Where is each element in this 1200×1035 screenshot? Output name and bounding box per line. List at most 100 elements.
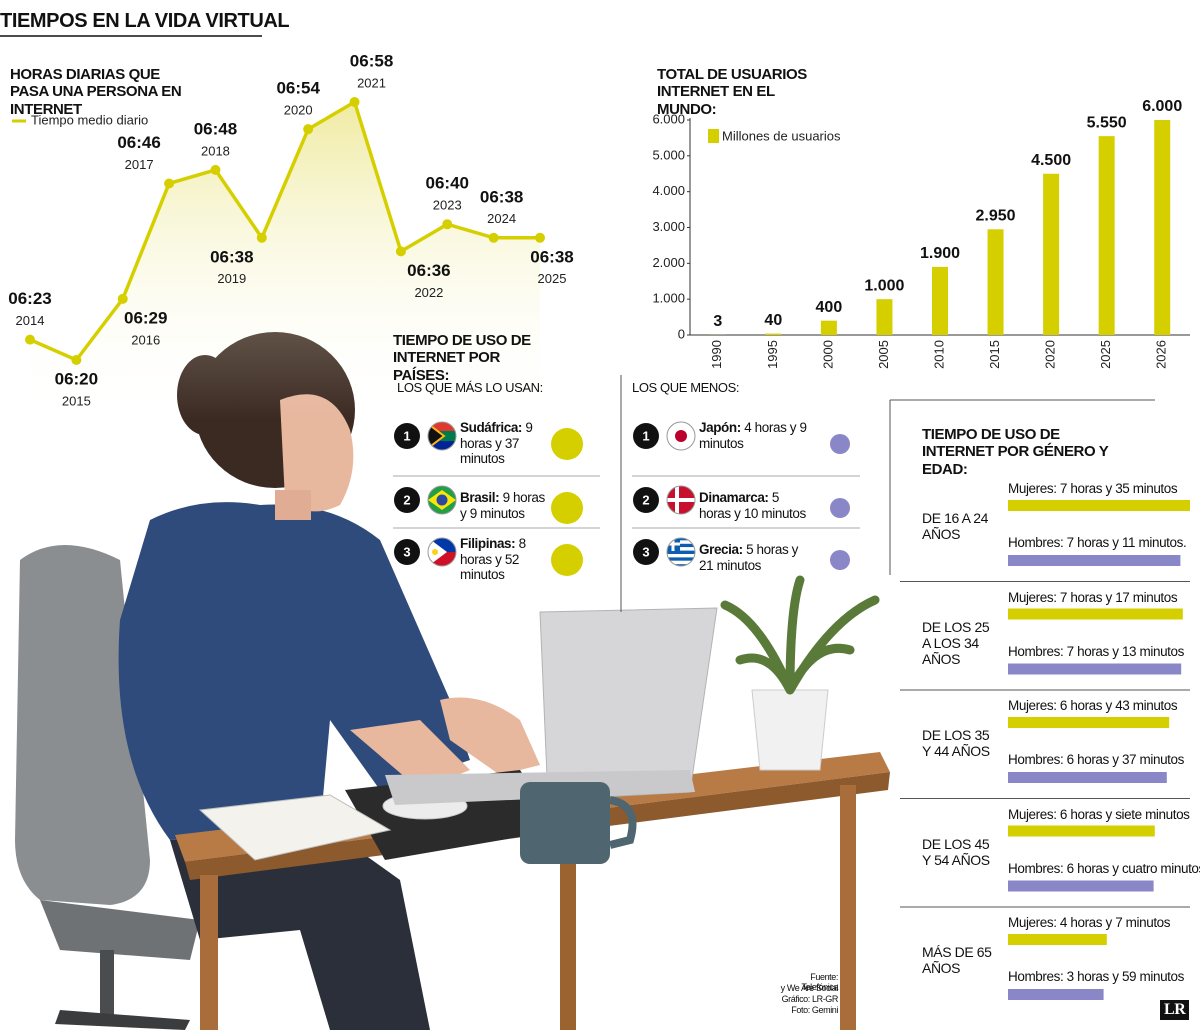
country-time: 8 horas y 52 minutos	[460, 536, 526, 583]
y-tick-label: 1.000	[652, 291, 685, 306]
x-tick-label: 2005	[876, 340, 891, 369]
bar	[876, 299, 893, 335]
rank-badge	[394, 487, 420, 513]
x-tick-label: 2010	[931, 340, 946, 369]
country-dot	[830, 550, 850, 570]
rank-badge	[394, 539, 420, 565]
country-entry: Japón: 4 horas y 9 minutos	[699, 420, 811, 451]
point	[488, 232, 499, 243]
bar	[1008, 880, 1154, 892]
value-label: 06:48	[194, 119, 237, 138]
x-tick-label: 2020	[1043, 340, 1058, 369]
logo: LR	[1160, 1000, 1190, 1021]
x-tick-label: 2015	[987, 340, 1002, 369]
group-label: DE LOS 45 Y 54 AÑOS	[922, 835, 990, 868]
x-tick-label: 2022	[414, 285, 443, 300]
bar-chart-title: TOTAL DE USUARIOS INTERNET EN EL MUNDO:	[657, 66, 807, 118]
group-label: DE 16 A 24 AÑOS	[922, 510, 989, 543]
country-time: 5 horas y 21 minutos	[699, 542, 799, 573]
point	[210, 164, 221, 175]
flag-part	[436, 494, 448, 506]
x-tick-label: 2025	[538, 271, 567, 286]
flag	[428, 422, 456, 450]
flag-part	[667, 540, 695, 544]
bar-label: Hombres: 7 horas y 13 minutos	[1008, 643, 1184, 659]
bar	[820, 320, 837, 335]
bar	[1098, 136, 1115, 335]
flag-ring	[427, 537, 457, 567]
x-tick-label: 2025	[1098, 340, 1113, 369]
value-label: 06:38	[530, 247, 573, 266]
country-dot	[551, 492, 583, 524]
bar-label: Mujeres: 7 horas y 17 minutos	[1008, 589, 1178, 605]
x-tick-label: 2026	[1154, 340, 1169, 369]
rank: 1	[642, 428, 649, 443]
group-label: DE LOS 35 Y 44 AÑOS	[922, 727, 990, 760]
x-tick-label: 2021	[357, 75, 386, 90]
flag-part	[428, 441, 456, 450]
flag-ring	[666, 421, 696, 451]
flag-part	[667, 547, 695, 551]
x-tick-label: 2017	[125, 157, 154, 172]
point	[303, 124, 314, 135]
flag-part	[667, 560, 695, 565]
country-dot	[830, 434, 850, 454]
rank-badge	[633, 487, 659, 513]
value-label: 06:38	[480, 187, 523, 206]
bar	[1008, 500, 1190, 511]
source-line: Fuente: Telefónica	[801, 972, 838, 993]
flag-part	[428, 422, 456, 431]
x-tick-label: 2016	[131, 332, 160, 347]
line-chart-title: HORAS DIARIAS QUE PASA UNA PERSONA EN IN…	[10, 66, 182, 118]
flag-part	[667, 554, 695, 558]
x-tick-label: 2024	[487, 211, 516, 226]
bar	[1043, 173, 1060, 335]
country-entry: Dinamarca: 5 horas y 10 minutos	[699, 490, 811, 521]
x-tick-label: 2023	[433, 198, 462, 213]
country-dot	[551, 428, 583, 460]
point	[164, 178, 175, 189]
x-tick-label: 1990	[709, 340, 724, 369]
flag-part	[667, 557, 695, 561]
line	[29, 99, 540, 363]
y-tick-label: 0	[678, 326, 685, 341]
bar	[1008, 772, 1167, 783]
y-tick-label: 2.000	[652, 255, 685, 270]
country-name: Brasil:	[460, 490, 500, 505]
point	[442, 219, 453, 230]
value-label: 06:58	[350, 51, 393, 70]
bar	[1008, 608, 1183, 620]
point	[256, 232, 267, 243]
y-tick-label: 5.000	[652, 147, 685, 162]
legend-label: Tiempo medio diario	[31, 112, 148, 127]
flag-part	[667, 564, 695, 566]
flag-ring	[427, 421, 457, 451]
flag	[428, 486, 456, 514]
country-dot	[830, 498, 850, 518]
flag	[667, 486, 695, 514]
most-label: LOS QUE MÁS LO USAN:	[397, 380, 543, 395]
value-label: 2.950	[976, 208, 1016, 225]
rank: 2	[642, 492, 649, 507]
country-time: 9 horas y 37 minutos	[460, 420, 533, 467]
value-label: 06:20	[55, 369, 98, 388]
flag-part	[667, 543, 695, 548]
country-time: 5 horas y 10 minutos	[699, 490, 806, 521]
hbar-chart-title: TIEMPO DE USO DE INTERNET POR GÉNERO Y E…	[922, 426, 1109, 478]
bar	[1008, 555, 1181, 566]
x-tick-label: 2000	[820, 340, 835, 369]
flag-part	[667, 550, 695, 554]
flag-part	[667, 538, 695, 541]
bar	[1008, 825, 1155, 837]
least-label: LOS QUE MENOS:	[632, 380, 740, 395]
bar	[1008, 989, 1104, 1000]
point	[535, 232, 545, 243]
bar	[1008, 934, 1107, 945]
country-time: 9 horas y 9 minutos	[460, 490, 545, 521]
countries-title: TIEMPO DE USO DE INTERNET POR PAÍSES:	[393, 332, 531, 384]
bar	[1154, 120, 1171, 335]
source-line: Gráfico: LR-GR	[781, 994, 839, 1004]
line-area	[30, 102, 540, 420]
